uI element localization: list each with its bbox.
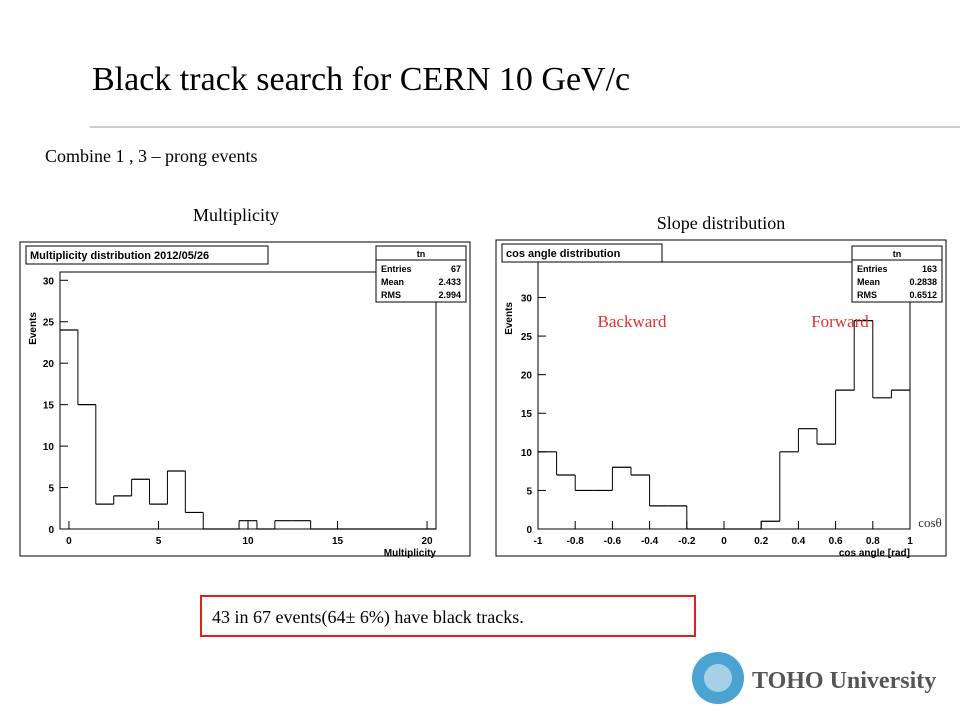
logo-text: TOHO University [752,668,936,694]
stats-value: 163 [922,264,937,274]
x-tick-label: 5 [156,536,162,547]
stats-key: RMS [857,290,877,300]
x-tick-label: 0 [721,536,727,547]
x-tick-label: -0.4 [641,536,659,547]
y-tick-label: 15 [43,401,55,412]
caption: Slope distribution [657,213,786,233]
logo-mark [704,664,732,692]
y-axis-label: Events [504,302,515,335]
conclusion-box [200,595,696,637]
x-tick-label: 0.4 [791,536,805,547]
x-axis-label: cos angle [rad] [839,548,910,559]
x-tick-label: 20 [421,536,433,547]
stats-value: 67 [451,264,461,274]
stats-value: 0.2838 [909,277,937,287]
y-tick-label: 10 [521,448,533,459]
x-tick-label: -0.6 [604,536,622,547]
annotation: cosθ [918,515,942,530]
stats-name: tn [893,249,902,259]
stats-box [851,245,943,303]
stats-key: RMS [381,290,401,300]
y-tick-label: 5 [526,486,532,497]
stats-key: Mean [381,277,404,287]
slide-title: Black track search for CERN 10 GeV/c [92,61,630,98]
chart-title: Multiplicity distribution 2012/05/26 [30,250,209,262]
x-tick-label: 10 [242,536,254,547]
y-tick-label: 15 [521,409,533,420]
x-tick-label: 0 [66,536,72,547]
y-tick-label: 5 [48,484,54,495]
subtitle: Combine 1 , 3 – prong events [45,146,257,166]
y-tick-label: 0 [526,525,532,536]
y-tick-label: 25 [521,332,533,343]
caption: Multiplicity [193,205,279,225]
annotation: Forward [811,312,869,331]
stats-name: tn [417,249,426,259]
x-tick-label: -1 [534,536,543,547]
x-tick-label: 0.6 [829,536,843,547]
x-tick-label: 0.8 [866,536,880,547]
x-tick-label: 1 [907,536,913,547]
y-tick-label: 10 [43,442,55,453]
x-tick-label: -0.8 [567,536,585,547]
stats-value: 2.433 [438,277,461,287]
annotation: Backward [598,312,667,331]
title-box [25,245,269,265]
y-tick-label: 20 [43,359,55,370]
y-tick-label: 0 [48,525,54,536]
stats-key: Mean [857,277,880,287]
stats-key: Entries [381,264,412,274]
y-axis-label: Events [28,312,39,345]
x-axis-label: Multiplicity [384,548,437,559]
conclusion: 43 in 67 events(64± 6%) have black track… [212,607,524,628]
stats-value: 0.6512 [909,290,937,300]
stats-key: Entries [857,264,888,274]
y-tick-label: 30 [43,276,55,287]
x-tick-label: 15 [332,536,344,547]
stats-value: 2.994 [438,290,461,300]
chart-title: cos angle distribution [506,248,621,260]
x-tick-label: -0.2 [678,536,696,547]
y-tick-label: 30 [521,293,533,304]
stats-box [375,245,467,303]
y-tick-label: 25 [43,318,55,329]
x-tick-label: 0.2 [754,536,768,547]
y-tick-label: 20 [521,371,533,382]
